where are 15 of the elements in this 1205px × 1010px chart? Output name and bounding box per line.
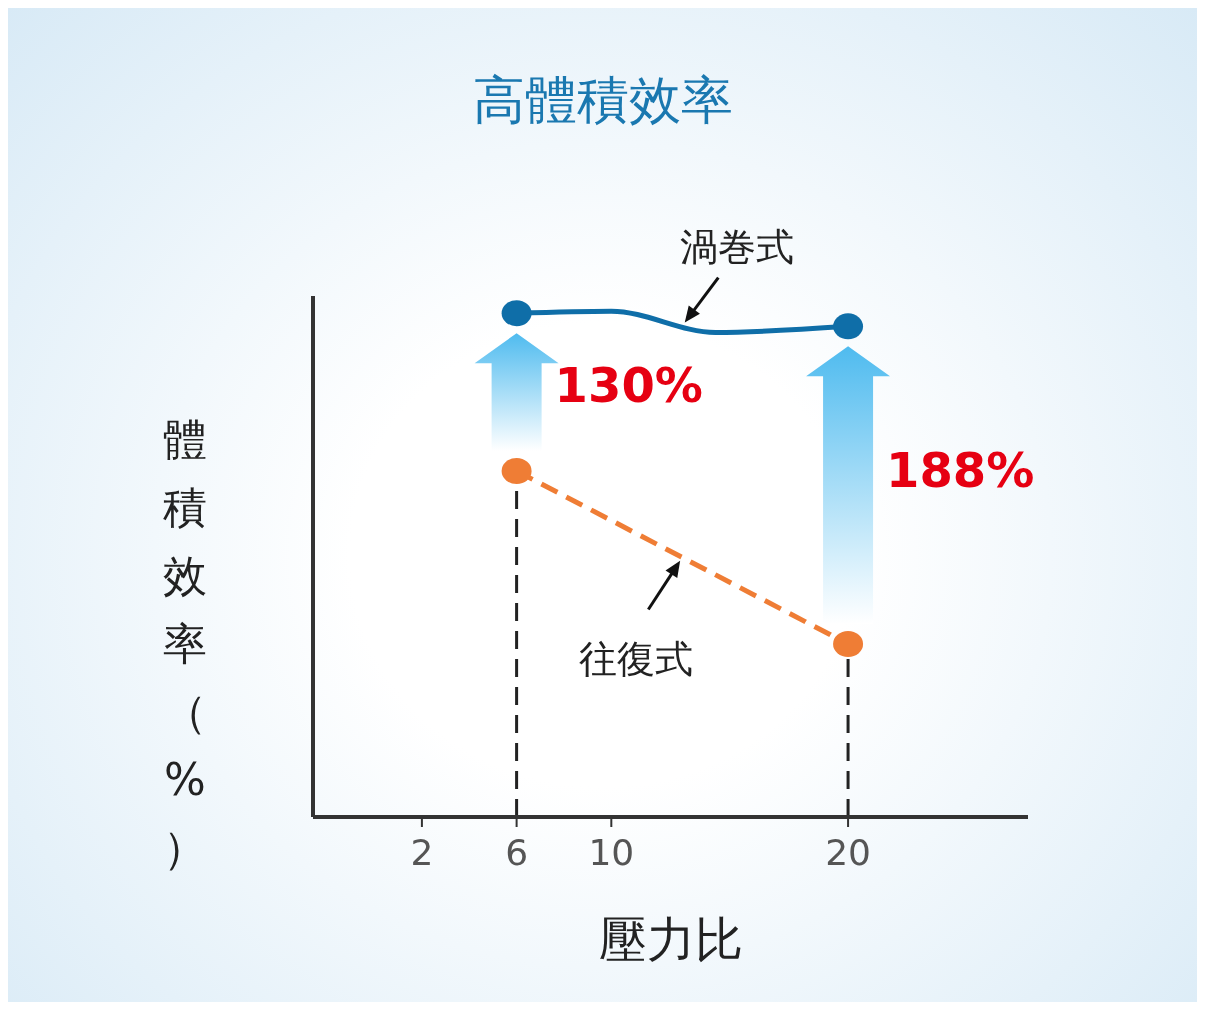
x-tick-label: 2 (410, 831, 434, 873)
x-tick-label: 20 (825, 831, 871, 873)
point (501, 300, 532, 327)
x-tick-label: 6 (505, 831, 529, 873)
x-axis-title: 壓力比 (597, 910, 744, 969)
point (833, 631, 864, 658)
y-axis-title: 體積效率（%） (162, 413, 208, 875)
point (833, 313, 864, 340)
series-label: 往復式 (579, 636, 694, 681)
annotation: 130% (554, 357, 703, 414)
series-label: 渦巻式 (680, 224, 795, 269)
x-tick-label: 10 (588, 831, 635, 873)
chart-title: 高體積效率 (471, 69, 734, 132)
point (501, 458, 532, 485)
annotation: 188% (886, 442, 1035, 499)
